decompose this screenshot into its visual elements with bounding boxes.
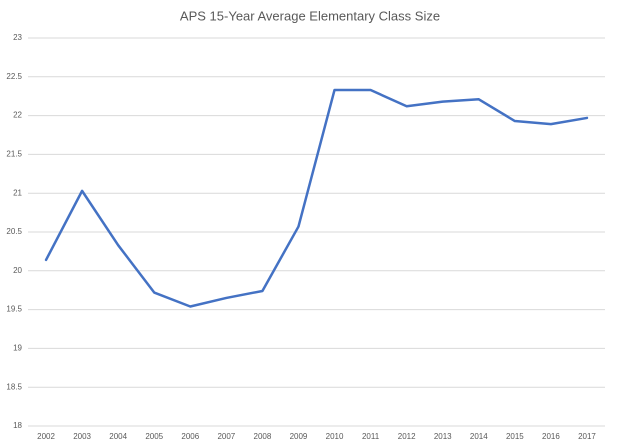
chart-title: APS 15-Year Average Elementary Class Siz…	[180, 8, 440, 23]
x-tick-label: 2008	[254, 432, 272, 441]
y-tick-label: 21	[13, 188, 22, 197]
x-tick-label: 2013	[434, 432, 452, 441]
x-tick-label: 2004	[109, 432, 127, 441]
data-line	[44, 88, 589, 308]
y-tick-label: 23	[13, 33, 22, 42]
x-tick-label: 2007	[217, 432, 235, 441]
x-tick-label: 2002	[37, 432, 55, 441]
y-tick-label: 18.5	[6, 382, 22, 391]
y-tick-label: 20.5	[6, 227, 22, 236]
x-tick-label: 2017	[578, 432, 596, 441]
y-tick-label: 19.5	[6, 305, 22, 314]
x-tick-label: 2010	[326, 432, 344, 441]
y-tick-label: 20	[13, 266, 22, 275]
y-tick-label: 18	[13, 421, 22, 430]
x-tick-label: 2009	[290, 432, 308, 441]
x-tick-label: 2003	[73, 432, 91, 441]
x-tick-label: 2014	[470, 432, 488, 441]
x-tick-label: 2011	[362, 432, 380, 441]
x-tick-label: 2012	[398, 432, 416, 441]
y-tick-label: 22	[13, 111, 22, 120]
y-tick-label: 22.5	[6, 72, 22, 81]
x-tick-label: 2015	[506, 432, 524, 441]
y-tick-label: 19	[13, 344, 22, 353]
x-tick-label: 2005	[145, 432, 163, 441]
y-tick-label: 21.5	[6, 150, 22, 159]
x-tick-label: 2006	[181, 432, 199, 441]
x-tick-label: 2016	[542, 432, 560, 441]
